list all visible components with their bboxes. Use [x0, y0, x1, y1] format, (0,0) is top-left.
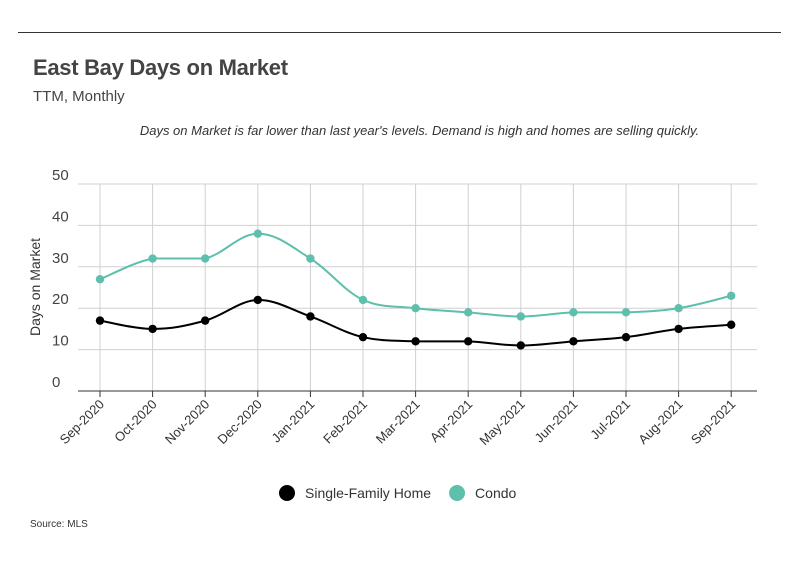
series-points [95, 229, 736, 350]
data-point-single-family-home [464, 337, 473, 346]
source-note: Source: MLS [30, 519, 88, 530]
data-point-condo [516, 312, 525, 321]
legend-label-single-family-home: Single-Family Home [305, 485, 431, 501]
x-tick-label: May-2021 [476, 397, 527, 448]
x-tick-label: Dec-2020 [214, 397, 264, 447]
data-point-condo [201, 254, 210, 263]
data-point-condo [674, 304, 683, 313]
x-tick-label: Jul-2021 [587, 397, 633, 443]
x-tick-label: Oct-2020 [111, 397, 159, 445]
x-tick-labels: Sep-2020 Oct-2020 Nov-2020 Dec-2020 Jan-2021… [57, 397, 739, 448]
data-point-condo [95, 275, 105, 284]
y-tick-label: 40 [52, 208, 69, 225]
data-point-single-family-home [358, 332, 368, 342]
y-tick-label: 20 [52, 291, 69, 308]
x-tick-label: Feb-2021 [320, 397, 370, 447]
data-point-single-family-home [148, 324, 157, 334]
data-point-condo [464, 308, 473, 317]
data-point-condo [411, 304, 420, 313]
data-point-condo [306, 254, 315, 263]
data-point-condo [358, 295, 368, 305]
grid-lines [78, 183, 757, 391]
legend-swatch-single-family-home [279, 485, 295, 501]
legend-label-condo: Condo [475, 485, 516, 501]
data-point-single-family-home [306, 312, 315, 321]
data-point-condo [253, 229, 262, 238]
y-tick-labels: 0 10 20 30 40 50 [52, 167, 69, 391]
data-point-condo [148, 254, 157, 263]
chart-annotation: Days on Market is far lower than last ye… [139, 123, 700, 138]
data-point-single-family-home [516, 341, 525, 350]
x-tick-label: Nov-2020 [162, 397, 212, 447]
data-point-single-family-home [411, 337, 420, 346]
top-rule [18, 32, 781, 33]
data-point-single-family-home [201, 316, 210, 325]
data-point-condo [621, 308, 631, 317]
y-tick-label: 0 [52, 374, 60, 391]
y-tick-label: 50 [52, 167, 69, 184]
data-point-single-family-home [674, 324, 683, 334]
x-tick-label: Jun-2021 [532, 397, 581, 446]
data-point-single-family-home [621, 332, 631, 342]
x-tick-label: Apr-2021 [427, 397, 475, 445]
data-point-condo [727, 291, 736, 300]
y-axis-title: Days on Market [27, 238, 43, 336]
x-tick-label: Mar-2021 [373, 397, 423, 447]
x-tick-label: Jan-2021 [269, 397, 318, 446]
data-point-condo [569, 308, 578, 317]
chart-title: East Bay Days on Market [33, 55, 288, 80]
x-tick-label: Aug-2021 [635, 397, 685, 447]
chart-subtitle: TTM, Monthly [33, 88, 125, 105]
y-tick-label: 30 [52, 250, 69, 267]
data-point-single-family-home [569, 337, 578, 346]
legend-swatch-condo [449, 485, 466, 501]
data-point-single-family-home [253, 295, 262, 305]
y-tick-label: 10 [52, 333, 69, 350]
legend: Single-Family Home Condo [279, 485, 517, 501]
data-point-single-family-home [727, 320, 736, 329]
axes [78, 390, 757, 397]
x-tick-label: Sep-2020 [57, 397, 107, 447]
x-tick-label: Sep-2021 [688, 397, 738, 447]
data-point-single-family-home [95, 316, 105, 325]
